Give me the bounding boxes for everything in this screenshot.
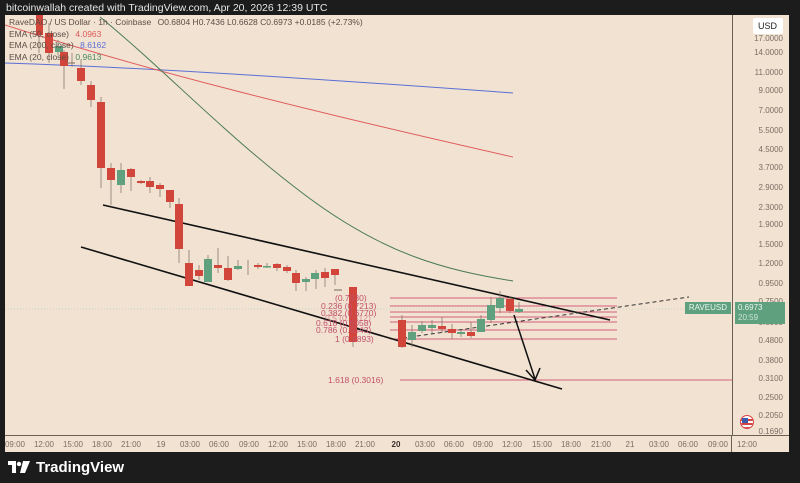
time-tick: 15:00 — [62, 440, 84, 449]
projection-arrow — [513, 314, 536, 380]
ema-20-legend[interactable]: EMA (20, close) 0.9613 — [9, 51, 102, 62]
fib-label-1618: 1.618 (0.3016) — [328, 375, 384, 385]
fib-label-0618: 0.618 (0.6058) — [316, 318, 372, 328]
currency-button[interactable]: USD — [753, 18, 783, 34]
price-tick: 7.0000 — [758, 106, 783, 115]
ema-200-value: 8.6162 — [80, 40, 107, 50]
tradingview-branding: TradingView — [8, 457, 124, 477]
candles — [36, 15, 523, 348]
price-tick: 4.5000 — [758, 145, 783, 154]
chart-legend: RaveDAO / US Dollar · 1h · Coinbase O0.6… — [9, 17, 363, 63]
ema-20-value: 0.9613 — [75, 51, 102, 62]
fib-label-0786: 0.786 (0.5543) — [316, 325, 372, 335]
ohlc-values: O0.6804 H0.7436 L0.6628 C0.6973 +0.0185 … — [157, 17, 363, 27]
time-tick: 03:00 — [414, 440, 436, 449]
fib-label-1: 1 (0.4893) — [335, 334, 374, 344]
time-tick: 09:00 — [238, 440, 260, 449]
current-price: 0.6973 — [738, 303, 763, 312]
price-tick: 1.2000 — [758, 259, 783, 268]
time-tick: 18:00 — [560, 440, 582, 449]
price-tick: 17.0000 — [754, 34, 783, 43]
attribution-bar: bitcoinwallah created with TradingView.c… — [0, 0, 800, 15]
time-tick: 03:00 — [648, 440, 670, 449]
chart-canvas[interactable] — [5, 15, 789, 452]
ema-200-line — [5, 62, 514, 94]
time-tick: 09:00 — [5, 440, 26, 449]
fib-label-0382: 0.382 (0.6770) — [321, 308, 377, 318]
time-tick: 12:00 — [33, 440, 55, 449]
current-price-label: 0.6973 20:59 — [735, 302, 785, 324]
price-tick: 5.5000 — [758, 126, 783, 135]
bar-countdown: 20:59 — [738, 313, 759, 322]
time-tick: 06:00 — [443, 440, 465, 449]
symbol-title: RaveDAO / US Dollar · 1h · Coinbase — [9, 17, 152, 27]
price-tick: 0.2050 — [758, 411, 783, 420]
price-tick: 2.9000 — [758, 183, 783, 192]
price-tick: 1.5000 — [758, 240, 783, 249]
time-tick: 18:00 — [325, 440, 347, 449]
price-tick: 0.2500 — [758, 393, 783, 402]
time-tick: 21:00 — [590, 440, 612, 449]
chart-frame[interactable]: RaveDAO / US Dollar · 1h · Coinbase O0.6… — [5, 15, 789, 452]
us-flag-icon[interactable] — [740, 415, 754, 429]
ema-50-line — [5, 24, 514, 158]
time-tick: 15:00 — [296, 440, 318, 449]
price-tick: 0.1690 — [758, 427, 783, 436]
tradingview-logo-icon — [8, 460, 30, 474]
axis-corner-divider — [731, 435, 732, 452]
time-tick: 15:00 — [531, 440, 553, 449]
time-tick: 06:00 — [208, 440, 230, 449]
attribution-text: bitcoinwallah created with TradingView.c… — [6, 2, 328, 14]
price-tick: 2.3000 — [758, 203, 783, 212]
time-axis[interactable]: 09:00 12:00 15:00 18:00 21:00 19 03:00 0… — [5, 435, 789, 452]
price-tick: 0.4800 — [758, 336, 783, 345]
price-axis[interactable]: USD 17.0000 14.0000 11.0000 9.0000 7.000… — [732, 15, 789, 436]
ema-50-legend[interactable]: EMA (50, close) 4.0963 — [9, 28, 102, 39]
price-tick: 0.9500 — [758, 279, 783, 288]
dashed-support-line — [402, 296, 690, 339]
time-tick: 21 — [625, 440, 635, 449]
fib-lines — [390, 297, 732, 381]
price-tick: 0.3100 — [758, 374, 783, 383]
time-tick: 12:00 — [736, 440, 758, 449]
ema-200-legend[interactable]: EMA (200, close) 8.6162 — [9, 40, 107, 50]
fib-label-05: 0.5 (0.6412) — [325, 313, 371, 323]
price-tick: 0.3800 — [758, 356, 783, 365]
channel-upper-line — [102, 204, 611, 321]
price-tick: 14.0000 — [754, 48, 783, 57]
time-tick: 12:00 — [501, 440, 523, 449]
channel-lower-line — [80, 246, 563, 390]
brand-name: TradingView — [36, 458, 125, 476]
time-tick: 21:00 — [354, 440, 376, 449]
ema-50-value: 4.0963 — [75, 28, 102, 39]
time-tick: 19 — [156, 440, 166, 449]
time-tick: 09:00 — [707, 440, 729, 449]
ema-20-line — [99, 16, 514, 282]
time-tick: 21:00 — [120, 440, 142, 449]
symbol-price-label: RAVEUSD — [684, 302, 731, 314]
time-tick: 20 — [391, 440, 401, 449]
price-tick: 11.0000 — [754, 68, 783, 77]
fib-label-0236: 0.236 (0.7213) — [321, 301, 377, 311]
time-tick: 03:00 — [179, 440, 201, 449]
time-tick: 09:00 — [472, 440, 494, 449]
price-tick: 9.0000 — [758, 86, 783, 95]
fib-label-0: (0.7930) — [335, 293, 367, 303]
price-tick: 1.9000 — [758, 220, 783, 229]
time-tick: 12:00 — [267, 440, 289, 449]
price-tick: 0.7500 — [759, 297, 783, 306]
time-tick: 06:00 — [677, 440, 699, 449]
price-tick: 3.7000 — [758, 163, 783, 172]
symbol-legend-row[interactable]: RaveDAO / US Dollar · 1h · Coinbase O0.6… — [9, 17, 363, 29]
time-tick: 18:00 — [91, 440, 113, 449]
